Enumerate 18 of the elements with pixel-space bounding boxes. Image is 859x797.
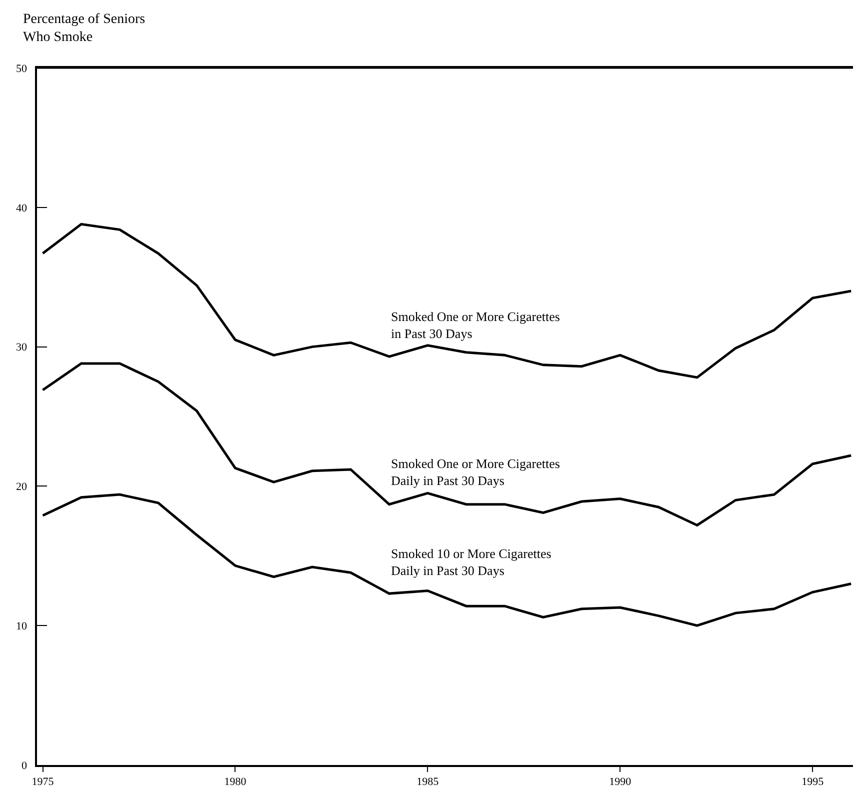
series-label: Smoked One or More Cigarettes in Past 30 Days: [391, 309, 560, 341]
y-tick-label: 50: [16, 62, 28, 75]
x-tick-label: 1985: [416, 776, 440, 788]
y-tick-label: 10: [16, 620, 28, 632]
series-label: Smoked One or More Cigarettes Daily in Past 30 Days: [391, 456, 560, 488]
x-tick-label: 1980: [224, 776, 247, 788]
x-tick-label: 1995: [802, 776, 824, 788]
y-tick-label: 0: [22, 760, 28, 772]
y-tick-label: 30: [16, 342, 28, 354]
x-tick-label: 1990: [609, 776, 632, 788]
line-series: [42, 222, 852, 379]
x-tick-label: 1975: [32, 776, 54, 788]
y-tick-label: 20: [16, 481, 28, 494]
y-axis-title: Percentage of Seniors Who Smoke: [23, 12, 146, 46]
y-tick-label: 40: [16, 202, 28, 214]
line-series: [42, 362, 852, 526]
line-series: [42, 493, 852, 627]
series-label: Smoked 10 or More Cigarettes Daily in Past 30 Days: [391, 546, 552, 578]
